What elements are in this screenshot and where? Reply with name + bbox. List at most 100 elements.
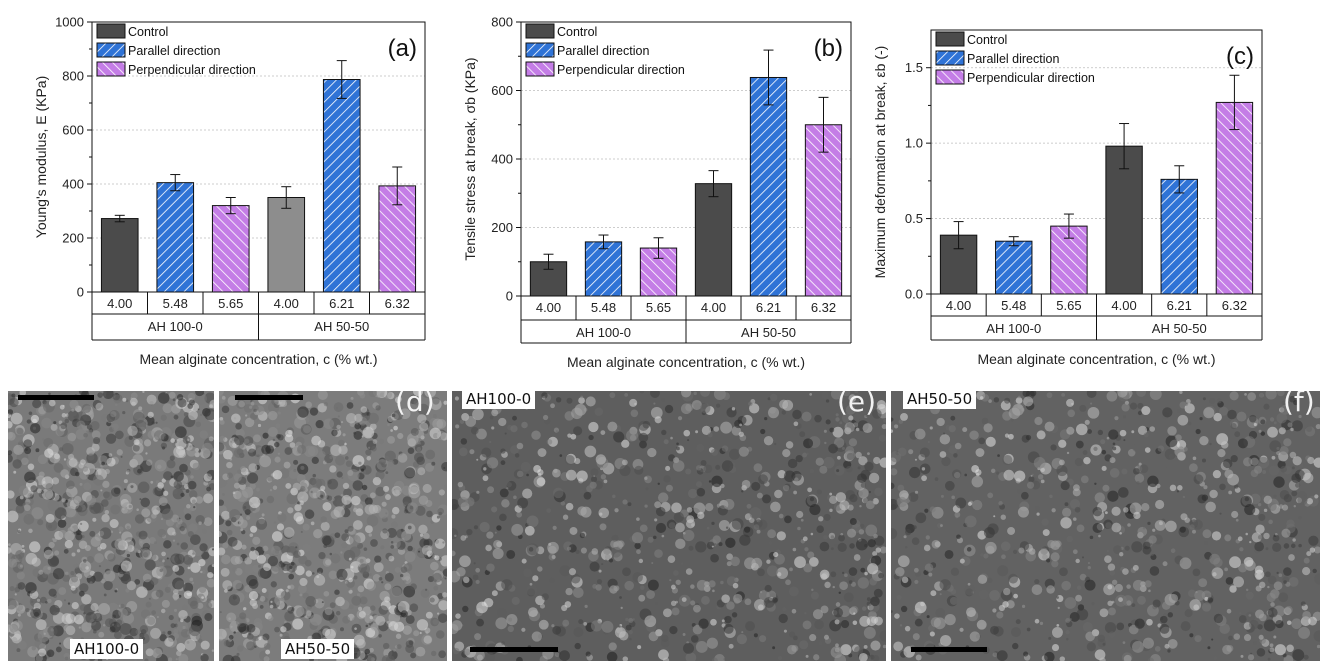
- sem-grain-dot: [829, 508, 833, 513]
- sem-grain-dot: [249, 533, 254, 538]
- sem-grain-dot: [362, 426, 375, 439]
- sem-grain-dot: [764, 417, 768, 421]
- sem-grain-dot: [1117, 562, 1120, 565]
- sem-grain-dot: [233, 473, 242, 482]
- sem-grain-dot: [1129, 391, 1134, 396]
- sem-grain-dot: [93, 571, 104, 582]
- sem-grain-dot: [419, 422, 429, 432]
- sem-grain-dot: [293, 459, 299, 465]
- sem-grain-dot: [1209, 397, 1216, 405]
- sem-grain-dot: [803, 438, 814, 449]
- sem-grain-dot: [259, 455, 272, 468]
- sem-grain-dot: [759, 590, 763, 594]
- sem-grain-dot: [1013, 593, 1018, 599]
- sem-grain-dot: [418, 524, 428, 535]
- sem-grain-dot: [419, 631, 422, 635]
- sem-grain-dot: [1093, 446, 1098, 451]
- sem-grain-dot: [1146, 618, 1153, 626]
- sem-grain-dot: [714, 543, 717, 546]
- sem-grain-dot: [1074, 457, 1084, 467]
- sem-grain-dot: [520, 461, 531, 472]
- sem-grain-dot: [28, 411, 33, 416]
- sem-grain-dot: [1023, 651, 1029, 657]
- sem-grain-dot: [431, 461, 436, 466]
- sem-grain-dot: [358, 563, 371, 575]
- sem-grain-dot: [169, 455, 175, 461]
- sem-grain-dot: [657, 482, 660, 485]
- sem-grain-dot: [200, 640, 210, 650]
- sem-grain-dot: [517, 497, 529, 509]
- sem-grain-dot: [240, 528, 244, 532]
- sem-grain-dot: [1306, 551, 1312, 557]
- sem-grain-dot: [634, 465, 644, 475]
- sem-grain-dot: [354, 422, 361, 430]
- sem-grain-dot: [1233, 576, 1245, 588]
- sem-grain-dot: [168, 615, 174, 621]
- sem-grain-dot: [272, 438, 276, 442]
- sem-grain-dot: [419, 440, 425, 446]
- sem-grain-dot: [1152, 528, 1156, 532]
- sem-grain-dot: [1075, 440, 1084, 449]
- sem-grain-dot: [81, 594, 92, 605]
- sem-grain-dot: [682, 633, 686, 636]
- sem-grain-dot: [1003, 469, 1015, 481]
- sem-grain-dot: [410, 427, 419, 436]
- sem-grain-dot: [277, 452, 281, 455]
- sem-grain-dot: [1017, 395, 1021, 399]
- sem-grain-dot: [1162, 561, 1168, 567]
- sem-grain-dot: [720, 483, 725, 489]
- sem-grain-dot: [63, 458, 67, 461]
- bar-parallel-direction: [749, 76, 788, 297]
- sem-grain-dot: [417, 441, 422, 446]
- sem-grain-dot: [510, 445, 520, 455]
- sem-grain-dot: [706, 526, 710, 530]
- sem-grain-dot: [257, 423, 262, 428]
- sem-grain-dot: [839, 421, 843, 425]
- sem-grain-dot: [438, 650, 446, 659]
- sem-grain-dot: [390, 429, 393, 432]
- sem-grain-dot: [511, 523, 524, 536]
- sem-grain-dot: [460, 438, 468, 445]
- sem-grain-dot: [58, 587, 67, 596]
- sem-grain-dot: [721, 594, 730, 604]
- sem-grain-dot: [969, 631, 980, 642]
- sem-grain-dot: [142, 573, 152, 583]
- sem-grain-dot: [1119, 552, 1124, 557]
- sem-grain-dot: [454, 396, 460, 401]
- sem-grain-dot: [867, 563, 879, 575]
- sem-grain-dot: [1199, 436, 1209, 446]
- group-label: AH 100-0: [576, 325, 631, 340]
- sem-grain-dot: [187, 566, 191, 570]
- sem-grain-dot: [935, 608, 946, 618]
- sem-grain-dot: [402, 625, 412, 635]
- sem-grain-dot: [1069, 498, 1081, 510]
- sem-grain-dot: [150, 480, 154, 484]
- sem-grain-dot: [1202, 529, 1212, 539]
- y-tick-label: 1.5: [905, 60, 923, 75]
- sem-grain-dot: [26, 419, 32, 424]
- scale-bar: [235, 395, 303, 400]
- sem-grain-dot: [1258, 634, 1264, 640]
- sem-grain-dot: [114, 589, 118, 593]
- sem-grain-dot: [820, 605, 829, 614]
- sem-grain-dot: [17, 563, 24, 570]
- bar-parallel-direction: [995, 240, 1033, 295]
- sem-grain-dot: [802, 536, 808, 542]
- sem-grain-dot: [227, 536, 238, 547]
- sem-grain-dot: [184, 638, 197, 651]
- sem-grain-dot: [228, 634, 234, 640]
- sem-grain-dot: [271, 545, 281, 556]
- sem-grain-dot: [580, 395, 584, 399]
- sem-grain-dot: [454, 534, 457, 538]
- sem-grain-dot: [693, 502, 706, 515]
- sem-grain-dot: [299, 577, 308, 587]
- sem-grain-dot: [741, 490, 744, 493]
- sem-grain-dot: [496, 525, 502, 531]
- sem-grain-dot: [879, 630, 886, 642]
- sem-grain-dot: [197, 602, 204, 609]
- x-category-label: 6.32: [385, 296, 410, 311]
- sem-grain-dot: [385, 655, 395, 661]
- sem-grain-dot: [1286, 519, 1295, 528]
- sem-grain-dot: [678, 416, 683, 421]
- sem-grain-dot: [334, 589, 340, 595]
